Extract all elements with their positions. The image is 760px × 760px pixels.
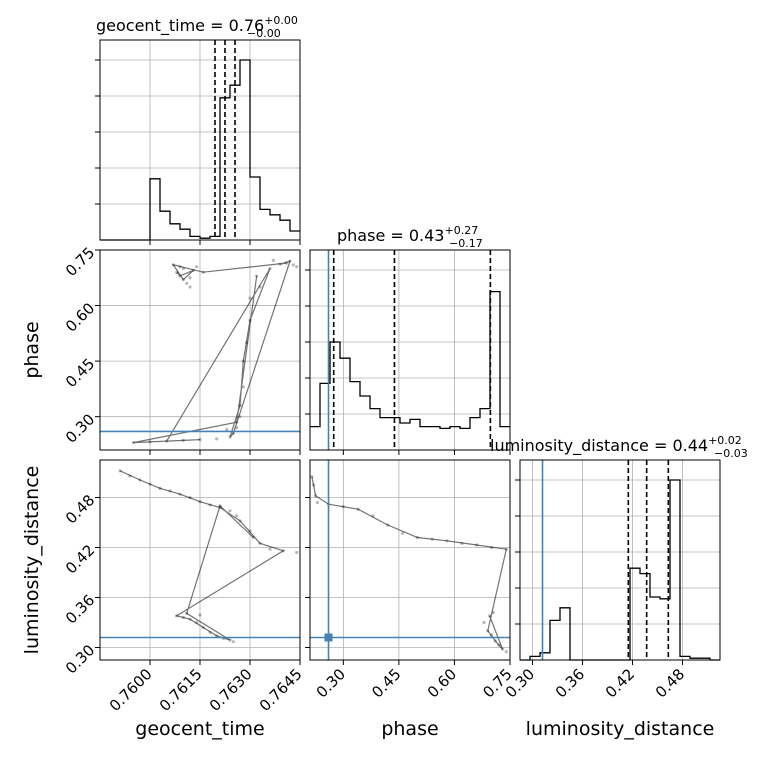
title-luminosity-distance: luminosity_distance = 0.44+0.02 −0.03: [490, 434, 748, 460]
phase-vs-geocent-time-sample-point: [225, 428, 229, 432]
luminosity-distance-vs-geocent-time-sample-point: [228, 509, 232, 513]
phase-vs-geocent-time-ytick-label: 0.45: [62, 355, 98, 391]
panel-luminosity-distance-vs-geocent-time: 0.30 0.36 0.42 0.48 0.7600 0.7615 0.7630 0.7645: [62, 459, 306, 715]
title-phase: phase = 0.43+0.27 −0.17: [337, 224, 483, 250]
panel-phase-histogram: [305, 249, 511, 455]
luminosity-distance-hist-step: [520, 479, 720, 661]
phase-vs-geocent-time-sample-point: [188, 276, 192, 280]
title-luminosity-distance-label: luminosity_distance =: [490, 436, 672, 456]
ylabel-luminosity-distance: luminosity_distance: [21, 466, 43, 655]
luminosity-distance-vs-geocent-time-sample-point: [235, 514, 239, 518]
luminosity-distance-vs-phase-xtick-label: 0.60: [424, 665, 460, 701]
panel-luminosity-distance-vs-phase: 0.30 0.45 0.60 0.75: [305, 459, 516, 701]
luminosity-distance-hist-xtick-label: 0.48: [652, 665, 688, 701]
luminosity-distance-vs-phase-truth-marker: [324, 633, 333, 642]
luminosity-distance-vs-geocent-time-ytick-label: 0.36: [62, 591, 98, 627]
xlabel-phase: phase: [381, 718, 438, 740]
title-phase-value: 0.43: [409, 226, 445, 245]
luminosity-distance-vs-phase-sample-point: [504, 650, 508, 654]
title-phase-label: phase =: [337, 226, 409, 245]
luminosity-distance-vs-geocent-time-ytick-label: 0.30: [62, 641, 98, 677]
luminosity-distance-hist-xtick-label: 0.42: [602, 665, 638, 701]
geocent-time-hist-step: [100, 59, 300, 241]
phase-vs-geocent-time-frame: [99, 249, 301, 451]
phase-vs-geocent-time-sample-point: [215, 437, 219, 441]
title-geocent-time-upper: +0.00: [264, 14, 298, 27]
title-geocent-time-value: 0.76: [229, 16, 265, 35]
title-luminosity-distance-lower: −0.03: [714, 447, 748, 460]
luminosity-distance-vs-phase-xtick-label: 0.45: [368, 665, 404, 701]
luminosity-distance-vs-geocent-time-frame: [99, 459, 301, 661]
title-geocent-time: geocent_time = 0.76+0.00 −0.00: [96, 14, 298, 40]
phase-hist-frame: [309, 249, 511, 451]
luminosity-distance-vs-geocent-time-xtick-label: 0.7615: [156, 665, 206, 715]
luminosity-distance-vs-geocent-time-xtick-label: 0.7645: [256, 665, 306, 715]
phase-vs-geocent-time-ytick-label: 0.30: [62, 410, 98, 446]
luminosity-distance-vs-phase-sample-point: [315, 500, 320, 505]
luminosity-distance-hist-frame: [519, 459, 721, 661]
luminosity-distance-vs-phase-density-contour: [311, 476, 508, 650]
luminosity-distance-vs-geocent-time-sample-point: [268, 547, 272, 551]
panel-geocent-time-histogram: [95, 39, 301, 245]
luminosity-distance-vs-geocent-time-ytick-label: 0.48: [62, 491, 98, 527]
ylabel-phase: phase: [21, 321, 43, 378]
luminosity-distance-vs-phase-sample-point: [482, 620, 486, 625]
xlabel-geocent-time: geocent_time: [135, 718, 264, 740]
phase-vs-geocent-time-sample-point: [271, 258, 275, 262]
phase-vs-geocent-time-sample-point: [248, 296, 252, 300]
phase-vs-geocent-time-sample-point: [295, 265, 299, 269]
luminosity-distance-hist-xtick-label: 0.36: [552, 665, 588, 701]
title-phase-upper: +0.27: [444, 224, 478, 237]
luminosity-distance-vs-geocent-time-ytick-label: 0.42: [62, 541, 98, 577]
xlabel-luminosity-distance: luminosity_distance: [526, 718, 715, 740]
phase-vs-geocent-time-sample-point: [291, 263, 295, 267]
phase-hist-step: [310, 290, 510, 430]
phase-vs-geocent-time-ytick-label: 0.75: [62, 244, 98, 280]
title-luminosity-distance-upper: +0.02: [708, 434, 742, 447]
geocent-time-hist-frame: [99, 39, 301, 241]
luminosity-distance-vs-phase-sample-point: [400, 531, 405, 535]
title-phase-lower: −0.17: [449, 237, 483, 250]
phase-vs-geocent-time-sample-point: [188, 285, 192, 289]
luminosity-distance-vs-geocent-time-sample-point: [231, 640, 235, 644]
luminosity-distance-vs-phase-xtick-label: 0.30: [313, 665, 349, 701]
title-luminosity-distance-value: 0.44: [672, 436, 708, 455]
luminosity-distance-vs-phase-frame: [309, 459, 511, 661]
phase-vs-geocent-time-sample-point: [195, 265, 199, 269]
phase-vs-geocent-time-sample-point: [185, 281, 189, 285]
phase-vs-geocent-time-ytick-label: 0.60: [62, 299, 98, 335]
luminosity-distance-vs-geocent-time-sample-point: [198, 613, 202, 617]
phase-vs-geocent-time-sample-point: [241, 385, 245, 389]
title-geocent-time-lower: −0.00: [247, 27, 281, 40]
panel-luminosity-distance-histogram: 0.30 0.36 0.42 0.48: [502, 459, 721, 701]
title-geocent-time-label: geocent_time =: [96, 16, 229, 36]
luminosity-distance-vs-geocent-time-density-contour: [119, 470, 285, 641]
panel-phase-vs-geocent-time: 0.30 0.45 0.60 0.75: [62, 244, 301, 455]
luminosity-distance-vs-geocent-time-xtick-label: 0.7600: [106, 665, 156, 715]
luminosity-distance-vs-geocent-time-sample-point: [295, 550, 299, 555]
phase-vs-geocent-time-density-contour: [133, 260, 291, 444]
luminosity-distance-vs-geocent-time-xtick-label: 0.7630: [206, 665, 256, 715]
